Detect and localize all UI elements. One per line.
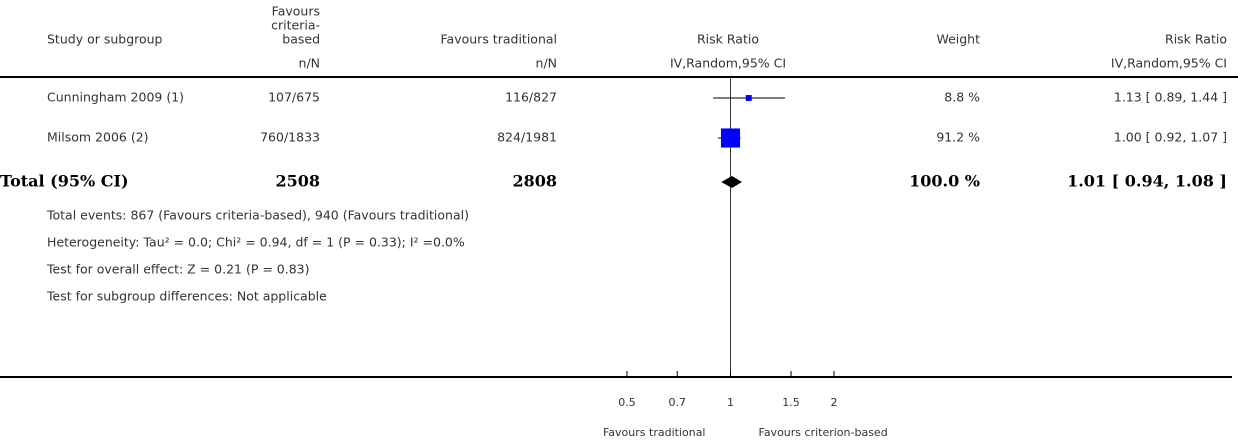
column-subheader: n/N	[299, 56, 320, 71]
x-tick-label: 1.5	[782, 396, 800, 409]
events-criteria: 107/675	[268, 90, 320, 105]
study-name: Total (95% CI)	[0, 172, 129, 191]
weight: 100.0 %	[909, 172, 980, 191]
footnote: Heterogeneity: Tau² = 0.0; Chi² = 0.94, …	[47, 235, 465, 250]
weight: 91.2 %	[936, 130, 980, 145]
study-square	[720, 128, 741, 148]
footnote: Test for subgroup differences: Not appli…	[46, 289, 327, 304]
events-traditional: 2808	[512, 172, 557, 191]
column-subheader: n/N	[536, 56, 557, 71]
x-tick-label: 2	[831, 396, 838, 409]
risk-ratio: 1.13 [ 0.89, 1.44 ]	[1114, 90, 1227, 105]
column-header: Risk Ratio	[1165, 32, 1227, 47]
column-header: Risk Ratio	[697, 32, 759, 47]
footnote: Total events: 867 (Favours criteria-base…	[46, 208, 469, 223]
events-traditional: 824/1981	[497, 130, 557, 145]
x-tick-label: 1	[727, 396, 734, 409]
column-header: Study or subgroup	[47, 32, 163, 47]
x-tick-label: 0.7	[668, 396, 686, 409]
study-square	[745, 95, 752, 101]
x-label-right: Favours criterion-based	[759, 426, 888, 439]
column-subheader: IV,Random,95% CI	[1111, 56, 1227, 71]
events-criteria: 2508	[275, 172, 320, 191]
weight: 8.8 %	[944, 90, 980, 105]
column-header: Favours traditional	[441, 32, 557, 47]
events-criteria: 760/1833	[260, 130, 320, 145]
x-tick-label: 0.5	[618, 396, 636, 409]
column-header: based	[282, 32, 320, 47]
risk-ratio: 1.01 [ 0.94, 1.08 ]	[1067, 172, 1227, 191]
risk-ratio: 1.00 [ 0.92, 1.07 ]	[1114, 130, 1227, 145]
summary-diamond	[721, 176, 742, 188]
study-name: Cunningham 2009 (1)	[47, 90, 184, 105]
events-traditional: 116/827	[505, 90, 557, 105]
column-header: Weight	[936, 32, 980, 47]
study-name: Milsom 2006 (2)	[47, 130, 149, 145]
footnote: Test for overall effect: Z = 0.21 (P = 0…	[46, 262, 310, 277]
x-label-left: Favours traditional	[603, 426, 706, 439]
column-header: Favours	[272, 4, 320, 19]
column-subheader: IV,Random,95% CI	[670, 56, 786, 71]
column-header: criteria-	[271, 18, 320, 33]
